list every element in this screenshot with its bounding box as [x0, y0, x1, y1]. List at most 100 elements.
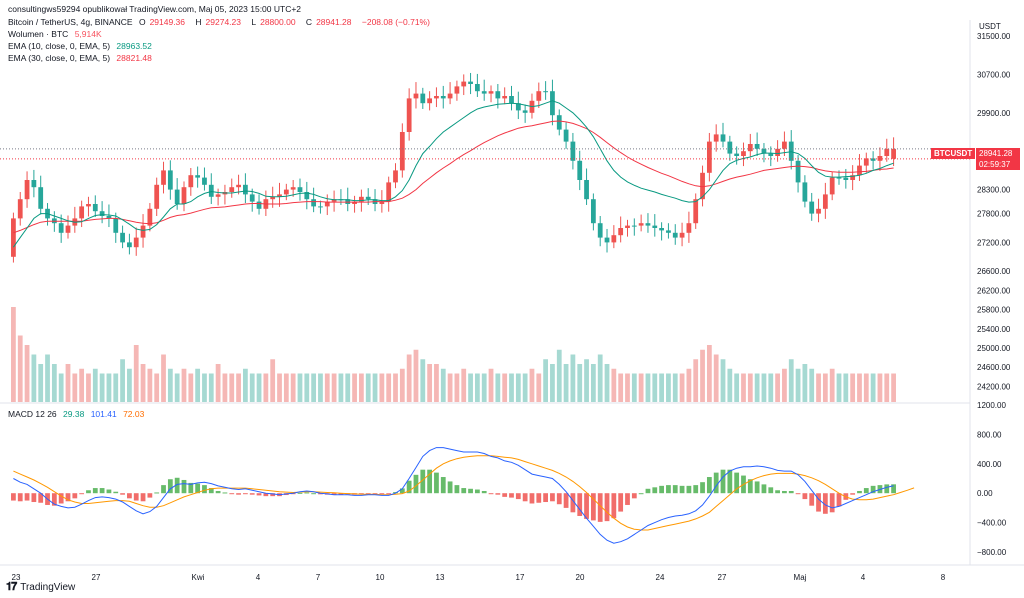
volume-bar — [795, 368, 801, 402]
volume-bar — [775, 373, 780, 402]
volume-bar — [672, 373, 678, 402]
volume-bar — [161, 354, 166, 402]
macd-signal-line — [13, 455, 915, 531]
volume-bar — [747, 373, 753, 402]
time-tick-label: 17 — [516, 573, 525, 582]
time-tick-label: 13 — [436, 573, 445, 582]
volume-bar — [666, 373, 671, 402]
publisher-line: consultingws59294 opublikował TradingVie… — [8, 4, 302, 14]
ema10-legend: EMA (10, close, 0, EMA, 5) 28963.52 — [8, 41, 152, 51]
volume-bar — [338, 373, 344, 402]
macd-histogram-bar — [58, 493, 64, 504]
volume-bar — [379, 373, 385, 402]
volume-bar — [120, 359, 125, 402]
candle-body — [440, 96, 446, 99]
macd-histogram-bar — [666, 485, 671, 494]
macd-histogram-bar — [256, 493, 262, 496]
macd-histogram-bar — [92, 488, 98, 494]
macd-histogram-bar — [822, 493, 828, 514]
candle-body — [434, 96, 439, 99]
candle-body — [809, 201, 815, 214]
macd-histogram-bar — [249, 493, 255, 495]
macd-histogram-bar — [706, 477, 712, 494]
candle-body — [590, 199, 596, 224]
candle-body — [359, 196, 364, 202]
volume-bar — [420, 359, 426, 402]
macd-histogram-bar — [611, 493, 617, 519]
volume-bar — [17, 335, 23, 402]
volume-bar — [836, 373, 842, 402]
candle-body — [454, 86, 460, 94]
macd-histogram-bar — [338, 493, 344, 495]
macd-histogram-bar — [659, 485, 664, 494]
price-tick-label: 27800.00 — [977, 210, 1011, 219]
price-tick-label: 25400.00 — [977, 325, 1011, 334]
time-tick-label: 23 — [12, 573, 21, 582]
macd-histogram-bar — [72, 493, 78, 499]
macd-histogram-bar — [775, 490, 780, 494]
macd-histogram-bar — [836, 493, 842, 507]
volume-bar — [720, 359, 726, 402]
macd-histogram-bar — [154, 492, 160, 494]
volume-bar — [154, 373, 160, 402]
price-tick-label: 26200.00 — [977, 286, 1011, 295]
macd-histogram-bar — [672, 485, 678, 494]
volume-bar — [236, 373, 241, 402]
macd-histogram-bar — [318, 493, 323, 495]
volume-bar — [331, 373, 337, 402]
macd-histogram-bar — [38, 493, 44, 503]
candle-body — [140, 225, 146, 238]
macd-histogram-bar — [406, 480, 412, 494]
macd-histogram-bar — [86, 490, 91, 494]
candle-body — [700, 172, 705, 200]
candle-body — [236, 184, 241, 188]
volume-bar — [761, 373, 767, 402]
ohlc-low: L 28800.00 — [251, 17, 296, 27]
volume-bar — [727, 368, 733, 402]
macd-histogram-bar — [174, 477, 180, 494]
volume-bar — [652, 373, 658, 402]
candle-body — [720, 134, 726, 142]
volume-bar — [290, 373, 296, 402]
macd-histogram-bar — [65, 493, 71, 502]
candle-body — [249, 194, 255, 202]
macd-histogram-bar — [127, 493, 132, 499]
macd-histogram-bar — [515, 493, 521, 500]
macd-hist-value: 29.38 — [63, 409, 85, 419]
macd-histogram-bar — [447, 481, 453, 494]
volume-bar — [79, 368, 85, 402]
candle-body — [502, 96, 508, 99]
time-tick-label: 8 — [941, 573, 946, 582]
volume-bar — [222, 373, 228, 402]
volume-bar — [324, 373, 330, 402]
macd-histogram-bar — [440, 477, 446, 494]
volume-bar — [45, 354, 50, 402]
volume-bar — [406, 354, 412, 402]
tradingview-watermark[interactable]: 𝟏𝟕 TradingView — [6, 581, 75, 594]
volume-bar — [440, 368, 446, 402]
macd-histogram-bar — [570, 493, 576, 513]
candle-body — [215, 194, 221, 197]
macd-tick-label: −800.00 — [977, 548, 1007, 557]
volume-bar — [11, 307, 16, 402]
macd-histogram-bar — [734, 472, 740, 494]
candle-body — [188, 175, 194, 188]
macd-histogram-bar — [850, 493, 856, 495]
macd-histogram-bar — [631, 493, 637, 499]
volume-value: 5,914K — [74, 29, 102, 39]
volume-bar — [604, 364, 610, 402]
macd-histogram-bar — [202, 485, 207, 494]
volume-bar — [352, 373, 357, 402]
macd-histogram-bar — [563, 493, 569, 508]
volume-bar — [133, 345, 139, 402]
candle-body — [51, 218, 57, 224]
candle-body — [243, 184, 248, 195]
candle-body — [836, 177, 842, 179]
volume-bar — [556, 349, 562, 402]
macd-histogram-bar — [372, 493, 378, 495]
volume-bar — [31, 354, 37, 402]
macd-histogram-bar — [386, 493, 392, 495]
price-tick-label: 24600.00 — [977, 363, 1011, 372]
volume-bar — [863, 373, 869, 402]
